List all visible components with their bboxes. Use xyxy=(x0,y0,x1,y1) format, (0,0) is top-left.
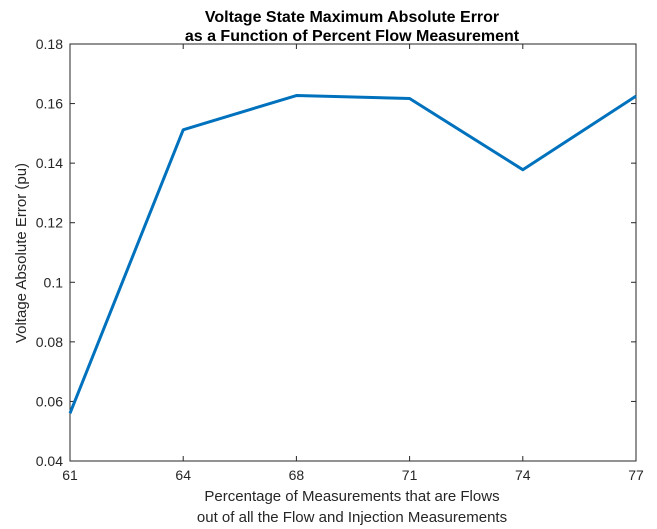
series-line xyxy=(68,94,637,414)
y-tick-label: 0.04 xyxy=(36,453,63,469)
x-axis-ticks: 61 64 68 71 74 77 xyxy=(62,44,644,483)
y-tick-label: 0.08 xyxy=(36,334,63,350)
chart-title-line-1: Voltage State Maximum Absolute Error xyxy=(205,9,499,26)
y-tick-label: 0.16 xyxy=(36,96,63,112)
y-axis-label: Voltage Absolute Error (pu) xyxy=(13,163,30,343)
chart-title-line-2: as a Function of Percent Flow Measuremen… xyxy=(185,28,520,45)
x-tick-label: 68 xyxy=(289,467,305,483)
x-tick-label: 71 xyxy=(402,467,418,483)
y-tick-label: 0.14 xyxy=(36,155,63,171)
y-tick-label: 0.06 xyxy=(36,393,63,409)
x-axis-label-line-2: out of all the Flow and Injection Measur… xyxy=(197,509,507,526)
y-tick-label: 0.12 xyxy=(36,215,63,231)
y-axis-ticks: 0.04 0.06 0.08 0.1 0.12 0.14 0.16 0.18 xyxy=(36,36,636,469)
y-tick-label: 0.18 xyxy=(36,36,63,52)
x-tick-label: 64 xyxy=(175,467,191,483)
x-tick-label: 61 xyxy=(62,467,78,483)
x-axis-label-line-1: Percentage of Measurements that are Flow… xyxy=(204,488,499,505)
x-tick-label: 74 xyxy=(515,467,531,483)
y-tick-label: 0.1 xyxy=(44,274,64,290)
x-tick-label: 77 xyxy=(628,467,644,483)
plot-area xyxy=(69,43,637,462)
